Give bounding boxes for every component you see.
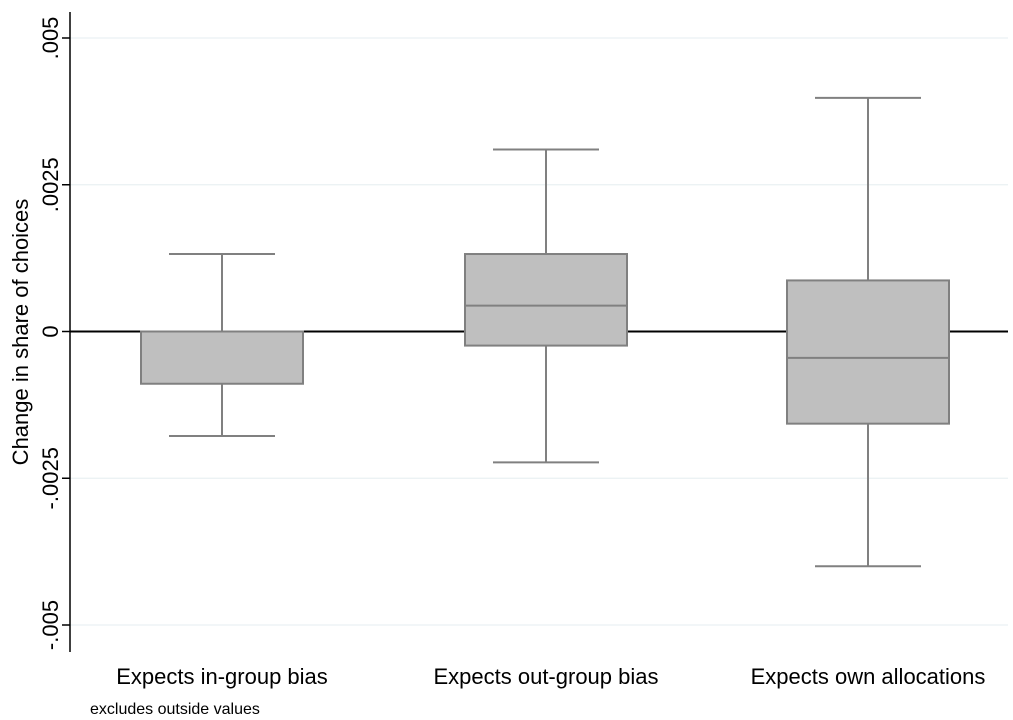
- chart-note: excludes outside values: [90, 701, 260, 718]
- x-axis-category-labels: Expects in-group bias Expects out-group b…: [116, 664, 985, 689]
- category-label: Expects out-group bias: [433, 664, 658, 689]
- box-iqr: [140, 330, 304, 385]
- box-iqr: [786, 279, 950, 425]
- y-tick-label: .005: [38, 17, 63, 60]
- y-axis-ticks: -.005 -.0025 0 .0025 .005: [38, 17, 70, 650]
- box-2: [464, 148, 628, 464]
- y-tick-label: 0: [38, 325, 63, 337]
- category-label: Expects in-group bias: [116, 664, 328, 689]
- y-tick-label: -.005: [38, 600, 63, 650]
- y-axis-title: Change in share of choices: [8, 199, 33, 466]
- box-3: [786, 96, 950, 568]
- box-1: [140, 253, 304, 437]
- boxes: [140, 96, 950, 568]
- category-label: Expects own allocations: [751, 664, 986, 689]
- box-iqr: [464, 253, 628, 347]
- y-tick-label: .0025: [38, 157, 63, 212]
- gridlines: [70, 37, 1008, 626]
- y-tick-label: -.0025: [38, 447, 63, 509]
